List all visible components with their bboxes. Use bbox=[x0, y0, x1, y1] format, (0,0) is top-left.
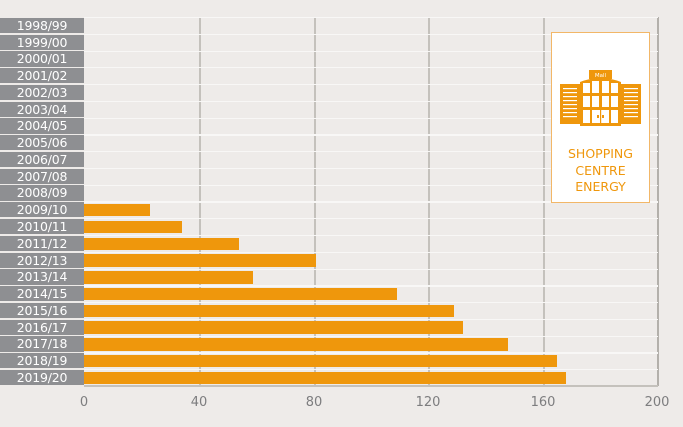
category-label: 2013/14 bbox=[0, 269, 84, 285]
shopping-mall-icon: Mall bbox=[560, 70, 641, 126]
row-separator bbox=[84, 285, 658, 287]
x-tick-160: 160 bbox=[530, 395, 556, 410]
legend-line-2: CENTRE bbox=[575, 162, 626, 178]
x-tick-200: 200 bbox=[644, 395, 670, 410]
row-separator bbox=[84, 100, 658, 103]
chart-row: 2007/08 bbox=[0, 167, 658, 185]
bar bbox=[84, 254, 317, 267]
bar bbox=[84, 237, 239, 250]
category-label: 2012/13 bbox=[0, 252, 84, 268]
row-separator bbox=[84, 151, 658, 153]
chart-row: 2003/04 bbox=[0, 100, 658, 118]
chart-row: 2011/12 bbox=[0, 235, 658, 252]
chart-row: 2000/01 bbox=[0, 50, 658, 68]
bar bbox=[84, 304, 454, 318]
category-label: 2014/15 bbox=[0, 286, 84, 302]
bar bbox=[84, 338, 509, 351]
chart-row: 2015/16 bbox=[0, 302, 658, 319]
chart-row: 2010/11 bbox=[0, 218, 658, 235]
row-separator bbox=[84, 33, 658, 35]
bar bbox=[84, 371, 566, 385]
x-tick-80: 80 bbox=[305, 395, 323, 410]
category-label: 2016/17 bbox=[0, 319, 84, 335]
category-label: 2002/03 bbox=[0, 84, 84, 101]
bar bbox=[84, 220, 182, 234]
category-label: 2001/02 bbox=[0, 68, 84, 84]
bar bbox=[84, 287, 397, 301]
category-label: 2009/10 bbox=[0, 202, 84, 218]
chart-row: 2018/19 bbox=[0, 352, 658, 369]
x-tick-120: 120 bbox=[415, 395, 441, 410]
legend-label: SHOPPING CENTRE ENERGY bbox=[552, 146, 649, 196]
row-separator bbox=[84, 17, 658, 19]
row-separator bbox=[84, 335, 658, 337]
chart-row: 2008/09 bbox=[0, 184, 658, 202]
category-label: 2019/20 bbox=[0, 369, 84, 386]
row-separator bbox=[84, 134, 658, 136]
bar bbox=[84, 321, 463, 334]
chart-row: 1999/00 bbox=[0, 33, 658, 51]
row-separator bbox=[84, 84, 658, 86]
row-separator bbox=[84, 251, 658, 253]
chart-row: 1998/99 bbox=[0, 17, 658, 34]
x-axis-line bbox=[84, 385, 658, 387]
chart-row: 2002/03 bbox=[0, 84, 658, 101]
chart-row: 2004/05 bbox=[0, 117, 658, 135]
chart-row: 2005/06 bbox=[0, 134, 658, 151]
x-tick-0: 0 bbox=[79, 395, 89, 410]
chart-row: 2017/18 bbox=[0, 335, 658, 353]
row-separator bbox=[84, 302, 658, 304]
svg-text:Mall: Mall bbox=[595, 73, 607, 79]
chart-row: 2012/13 bbox=[0, 251, 658, 269]
chart-row: 2001/02 bbox=[0, 67, 658, 84]
category-label: 2000/01 bbox=[0, 51, 84, 67]
chart-row: 2014/15 bbox=[0, 285, 658, 302]
legend-box: Mall SHOPPIN bbox=[551, 32, 650, 203]
category-label: 1999/00 bbox=[0, 34, 84, 50]
row-separator bbox=[84, 318, 658, 321]
chart-row: 2009/10 bbox=[0, 201, 658, 218]
row-separator bbox=[84, 218, 658, 220]
row-separator bbox=[84, 201, 658, 203]
chart-row: 2013/14 bbox=[0, 268, 658, 286]
category-label: 2003/04 bbox=[0, 101, 84, 117]
category-label: 2007/08 bbox=[0, 168, 84, 184]
category-label: 2015/16 bbox=[0, 302, 84, 319]
category-label: 2018/19 bbox=[0, 353, 84, 369]
category-label: 2017/18 bbox=[0, 336, 84, 352]
row-separator bbox=[84, 67, 658, 69]
chart-row: 2006/07 bbox=[0, 151, 658, 168]
category-label: 2010/11 bbox=[0, 219, 84, 235]
category-label: 2011/12 bbox=[0, 235, 84, 251]
category-label: 2005/06 bbox=[0, 135, 84, 151]
category-label: 2008/09 bbox=[0, 185, 84, 201]
row-separator bbox=[84, 184, 658, 186]
category-label: 2004/05 bbox=[0, 118, 84, 134]
chart-row: 2016/17 bbox=[0, 318, 658, 336]
x-tick-40: 40 bbox=[190, 395, 208, 410]
row-separator bbox=[84, 117, 658, 119]
row-separator bbox=[84, 369, 658, 371]
row-separator bbox=[84, 268, 658, 270]
chart-row: 2019/20 bbox=[0, 369, 658, 386]
row-separator bbox=[84, 167, 658, 170]
legend-line-3: ENERGY bbox=[575, 179, 626, 194]
legend-line-1: SHOPPING bbox=[568, 146, 633, 161]
bar bbox=[84, 203, 150, 217]
bar bbox=[84, 271, 254, 284]
row-separator bbox=[84, 50, 658, 52]
row-separator bbox=[84, 352, 658, 354]
category-label: 1998/99 bbox=[0, 17, 84, 33]
category-label: 2006/07 bbox=[0, 151, 84, 168]
bar bbox=[84, 354, 558, 368]
row-separator bbox=[84, 235, 658, 237]
